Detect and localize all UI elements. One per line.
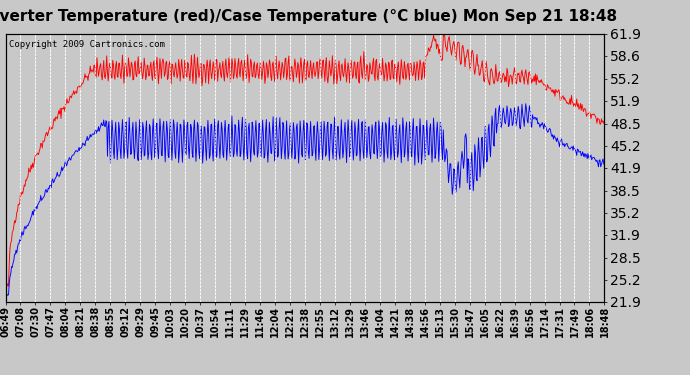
- Text: Copyright 2009 Cartronics.com: Copyright 2009 Cartronics.com: [8, 40, 164, 50]
- Text: Inverter Temperature (red)/Case Temperature (°C blue) Mon Sep 21 18:48: Inverter Temperature (red)/Case Temperat…: [0, 9, 618, 24]
